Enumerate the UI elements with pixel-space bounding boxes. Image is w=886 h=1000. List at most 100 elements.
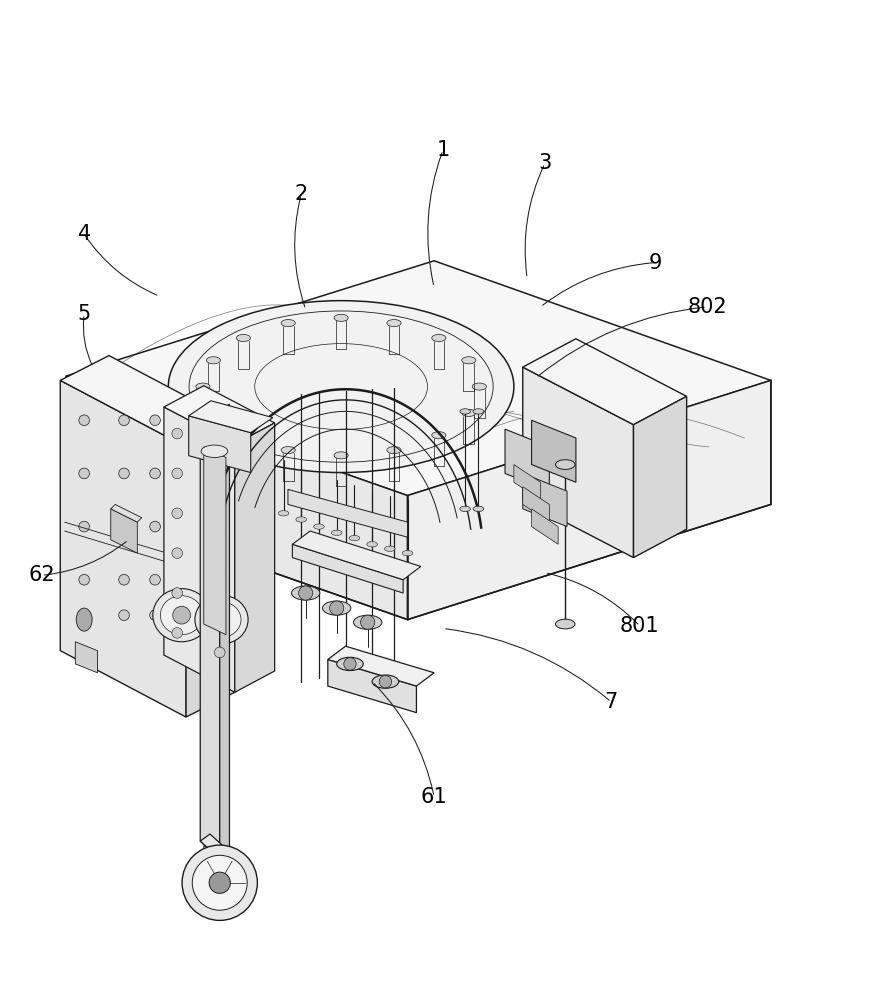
Polygon shape <box>288 489 408 537</box>
Text: 61: 61 <box>421 787 447 807</box>
Circle shape <box>172 548 183 558</box>
Ellipse shape <box>387 320 401 327</box>
Circle shape <box>79 468 89 479</box>
Ellipse shape <box>334 314 348 321</box>
Circle shape <box>150 610 160 620</box>
Polygon shape <box>532 509 558 544</box>
Ellipse shape <box>291 586 320 600</box>
Ellipse shape <box>192 855 247 910</box>
Text: 62: 62 <box>28 565 55 585</box>
Polygon shape <box>200 410 220 859</box>
Polygon shape <box>111 509 137 553</box>
Text: 5: 5 <box>78 304 90 324</box>
Ellipse shape <box>314 524 324 529</box>
Circle shape <box>119 468 129 479</box>
Ellipse shape <box>337 657 363 671</box>
Circle shape <box>79 610 89 620</box>
Text: 802: 802 <box>688 297 727 317</box>
Circle shape <box>172 588 183 598</box>
Ellipse shape <box>431 432 446 439</box>
Text: 4: 4 <box>78 224 90 244</box>
Polygon shape <box>75 642 97 673</box>
Ellipse shape <box>152 589 211 642</box>
Polygon shape <box>60 380 186 717</box>
Polygon shape <box>66 376 408 620</box>
Circle shape <box>361 615 375 629</box>
Ellipse shape <box>372 675 399 688</box>
Circle shape <box>119 521 129 532</box>
Polygon shape <box>523 473 567 527</box>
Ellipse shape <box>168 301 514 473</box>
Polygon shape <box>186 422 235 717</box>
Ellipse shape <box>278 511 289 516</box>
Polygon shape <box>164 386 275 444</box>
Polygon shape <box>220 404 229 859</box>
Polygon shape <box>532 420 576 482</box>
Circle shape <box>299 586 313 600</box>
Text: 2: 2 <box>295 184 307 204</box>
Ellipse shape <box>237 432 251 439</box>
Ellipse shape <box>460 409 470 414</box>
Polygon shape <box>408 380 771 620</box>
Ellipse shape <box>160 596 203 635</box>
Polygon shape <box>60 356 235 447</box>
Polygon shape <box>292 531 421 580</box>
Circle shape <box>330 601 344 615</box>
Polygon shape <box>235 423 275 692</box>
Polygon shape <box>200 834 229 859</box>
Circle shape <box>214 488 225 498</box>
Ellipse shape <box>331 530 342 535</box>
Circle shape <box>214 607 225 618</box>
Polygon shape <box>328 659 416 713</box>
Ellipse shape <box>473 409 484 414</box>
Ellipse shape <box>556 619 575 629</box>
Ellipse shape <box>349 535 360 541</box>
Ellipse shape <box>296 517 307 522</box>
Circle shape <box>214 527 225 538</box>
Circle shape <box>79 574 89 585</box>
Circle shape <box>344 658 356 670</box>
Text: 3: 3 <box>539 153 551 173</box>
Circle shape <box>214 647 225 658</box>
Text: 1: 1 <box>437 140 449 160</box>
Ellipse shape <box>387 447 401 454</box>
Polygon shape <box>523 367 633 558</box>
Ellipse shape <box>76 608 92 631</box>
Polygon shape <box>505 429 549 491</box>
Polygon shape <box>204 447 226 635</box>
Polygon shape <box>523 339 687 425</box>
Circle shape <box>79 415 89 426</box>
Ellipse shape <box>462 357 476 364</box>
Ellipse shape <box>206 357 221 364</box>
Polygon shape <box>164 407 235 692</box>
Ellipse shape <box>460 506 470 512</box>
Circle shape <box>119 610 129 620</box>
Ellipse shape <box>334 452 348 459</box>
Ellipse shape <box>473 506 484 512</box>
Circle shape <box>79 521 89 532</box>
Polygon shape <box>189 416 251 473</box>
Ellipse shape <box>323 601 351 615</box>
Polygon shape <box>523 487 549 522</box>
Polygon shape <box>514 465 540 500</box>
Polygon shape <box>292 544 403 593</box>
Circle shape <box>172 468 183 479</box>
Ellipse shape <box>196 383 210 390</box>
Circle shape <box>150 574 160 585</box>
Ellipse shape <box>202 602 241 637</box>
Ellipse shape <box>237 334 251 342</box>
Ellipse shape <box>201 445 228 457</box>
Ellipse shape <box>472 383 486 390</box>
Circle shape <box>172 508 183 519</box>
Polygon shape <box>66 261 771 496</box>
Circle shape <box>119 415 129 426</box>
Ellipse shape <box>556 460 575 469</box>
Circle shape <box>379 675 392 688</box>
Polygon shape <box>633 396 687 558</box>
Ellipse shape <box>431 334 446 342</box>
Ellipse shape <box>385 546 395 551</box>
Text: 9: 9 <box>649 253 663 273</box>
Ellipse shape <box>354 615 382 629</box>
Ellipse shape <box>462 409 476 416</box>
Text: 801: 801 <box>620 616 659 636</box>
